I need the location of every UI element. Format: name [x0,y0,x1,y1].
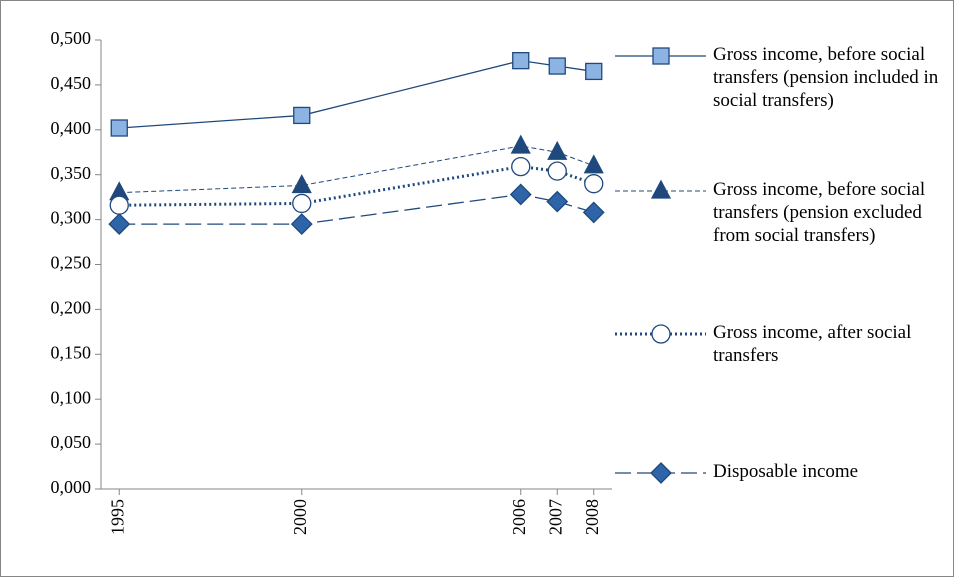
marker [292,193,312,214]
marker [548,57,566,75]
legend-marker [652,47,670,65]
marker [511,156,531,177]
marker [510,134,531,154]
y-tick-label: 0,500 [51,28,92,48]
marker [509,183,532,206]
legend-label: Gross income, after social transfers [713,322,912,366]
y-tick-label: 0,000 [51,477,92,497]
x-tick-label: 2008 [582,499,602,535]
series-line [119,165,595,207]
y-tick-label: 0,050 [51,432,92,452]
legend-label: Gross income, before social transfers (p… [713,44,939,111]
marker [585,62,603,81]
y-tick-label: 0,150 [51,342,92,362]
marker [547,140,568,160]
marker [582,201,605,224]
marker [110,119,128,137]
y-tick-label: 0,250 [51,253,92,273]
legend-marker [651,324,671,344]
legend-label: Disposable income [713,461,859,482]
y-tick-label: 0,200 [51,298,92,318]
marker [584,174,604,194]
marker [546,190,569,213]
legend-label: Gross income, before social transfers (p… [713,179,926,246]
marker [547,161,567,181]
marker [291,174,312,194]
marker [293,106,311,125]
marker [512,52,530,70]
y-tick-label: 0,350 [51,163,92,183]
series-line [119,59,594,129]
marker [109,195,129,215]
x-tick-label: 2007 [545,499,565,535]
series-line [119,145,594,194]
y-tick-label: 0,300 [51,208,92,228]
legend-marker [650,462,672,484]
y-tick-label: 0,100 [51,387,92,407]
marker [583,154,604,174]
x-tick-label: 2006 [509,499,529,535]
legend-marker [650,179,672,199]
x-tick-label: 1995 [107,499,127,535]
marker [290,213,313,236]
x-tick-label: 2000 [290,499,310,535]
y-tick-label: 0,450 [51,73,92,93]
marker [108,213,131,236]
y-tick-label: 0,400 [51,118,92,138]
